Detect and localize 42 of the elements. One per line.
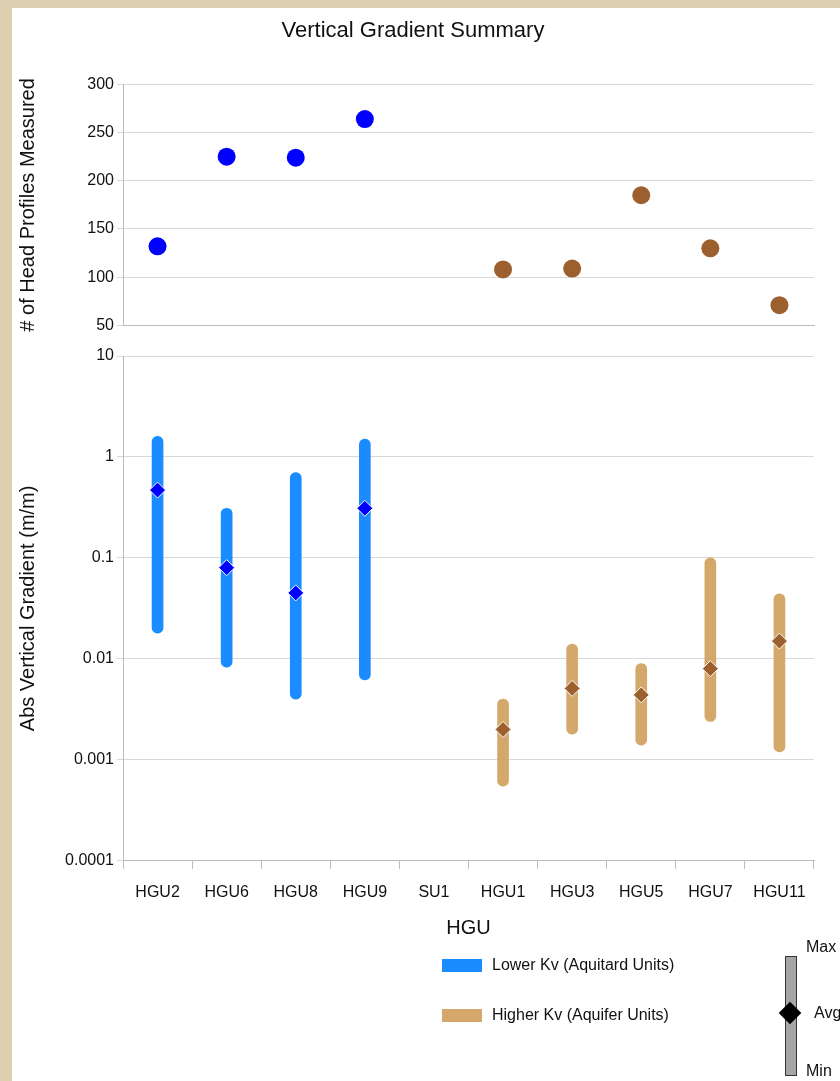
x-tick-label: HGU3 (549, 882, 595, 900)
bar (289, 472, 302, 700)
point (632, 186, 651, 205)
y-tick-label: 300 (87, 74, 115, 92)
y-tick-label: 0.001 (73, 750, 115, 768)
x-tick-label: HGU2 (135, 882, 180, 900)
text: Max (806, 938, 837, 956)
legend-label: Higher Kv (Aquifer Units) (492, 1006, 669, 1024)
y-tick-label: 10 (96, 346, 115, 364)
y-tick-label: 0.01 (82, 649, 115, 667)
x-tick-label: HGU11 (753, 882, 806, 900)
chart-title: Vertical Gradient Summary (281, 17, 545, 43)
x-tick-label: HGU5 (619, 882, 664, 900)
y-tick-label: 200 (87, 171, 115, 189)
x-tick-label: HGU8 (273, 882, 319, 900)
text: Avg (814, 1004, 840, 1022)
point (563, 259, 582, 278)
x-axis-title: HGU (446, 915, 491, 938)
point (286, 148, 305, 167)
point (217, 147, 236, 166)
y-tick-label: 100 (87, 267, 115, 285)
y-tick-label: 0.0001 (65, 851, 115, 869)
x-tick-label: HGU1 (480, 882, 526, 900)
bar (359, 438, 371, 681)
x-tick-label: HGU6 (204, 882, 249, 900)
x-tick-label: SU1 (418, 882, 450, 900)
point (355, 110, 374, 129)
point (494, 260, 513, 279)
y-axis-title: # of Head Profiles Measured (15, 78, 38, 332)
y-tick-label: 250 (87, 123, 115, 141)
point (148, 237, 167, 256)
y-tick-label: 150 (87, 219, 115, 237)
y-tick-label: 0.1 (91, 548, 115, 566)
legend-label: Lower Kv (Aquitard Units) (492, 956, 675, 974)
y-axis-title: Abs Vertical Gradient (m/m) (15, 485, 38, 732)
x-tick-label: HGU9 (342, 882, 388, 900)
y-tick-label: 1 (105, 447, 115, 465)
text: Min (806, 1062, 832, 1080)
y-tick-label: 50 (96, 315, 115, 333)
point (770, 296, 789, 315)
x-tick-label: HGU7 (688, 882, 733, 900)
point (701, 239, 720, 258)
